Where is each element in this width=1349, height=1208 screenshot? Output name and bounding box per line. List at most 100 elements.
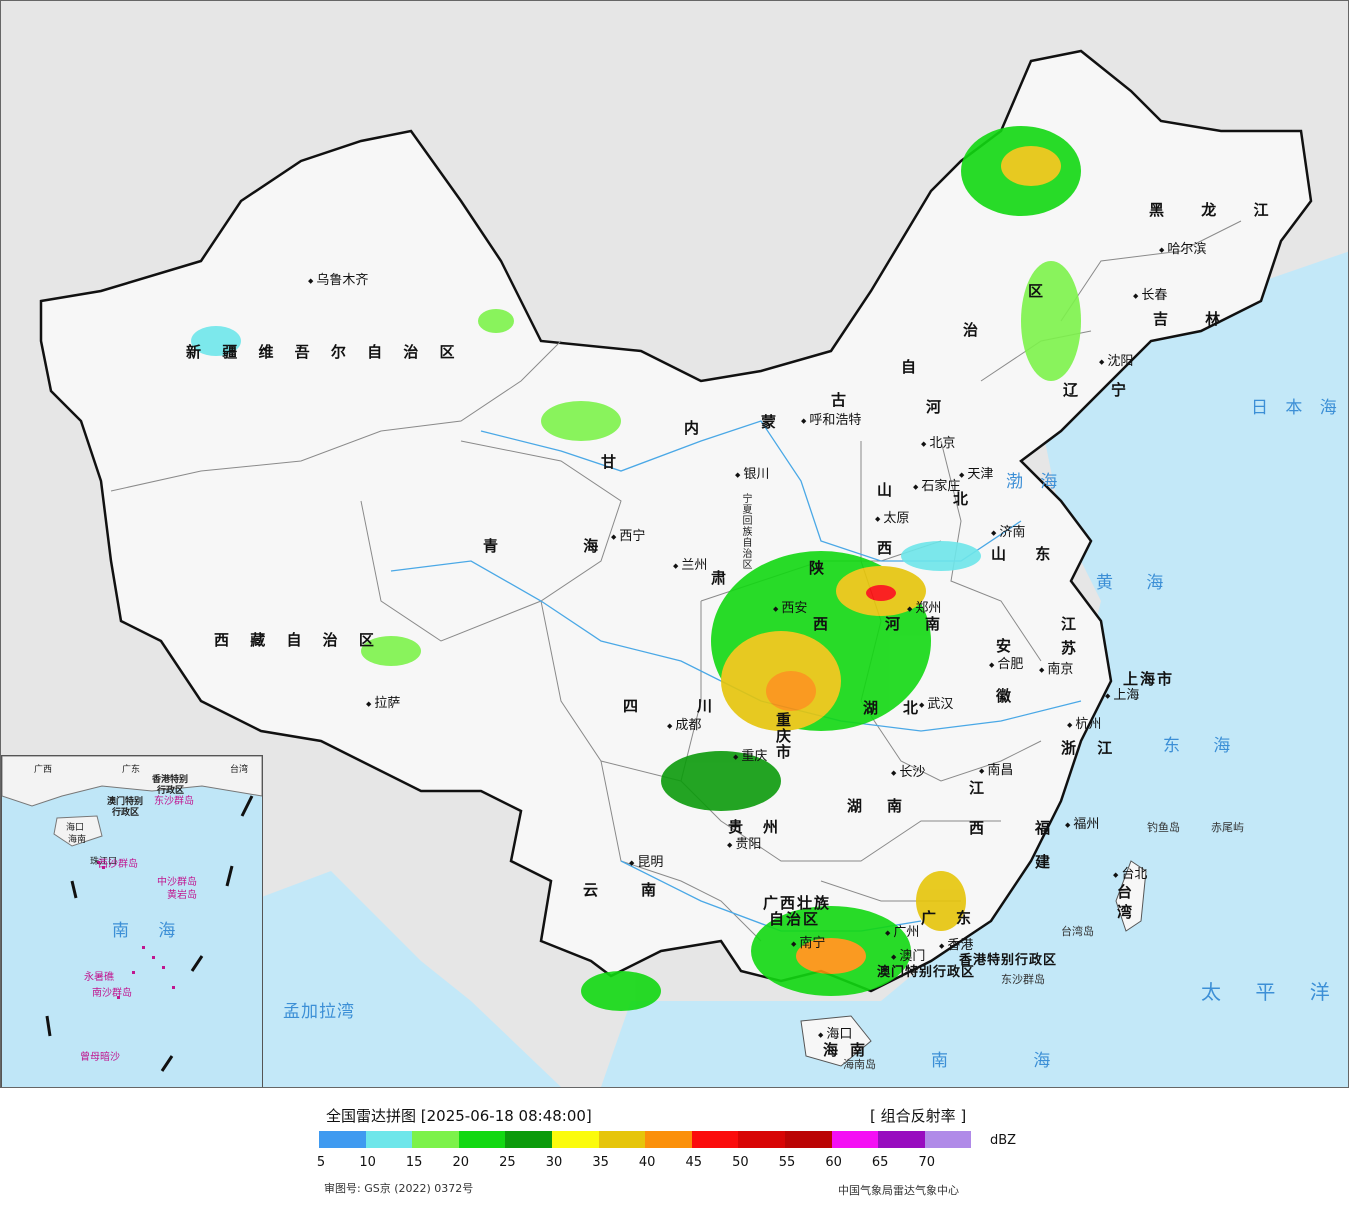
city-jinan: 济南 <box>991 521 1025 540</box>
label-qinghai: 青 海 <box>483 537 639 555</box>
scale-tick: 35 <box>592 1155 609 1170</box>
inset-island-nansha: 南沙群岛 <box>92 988 132 999</box>
scale-tick: 40 <box>638 1155 656 1170</box>
label-su: 肃 <box>711 569 735 587</box>
label-su-jiangsu: 苏 <box>1061 639 1085 657</box>
label-xi-jiangxi: 西 <box>969 819 993 837</box>
label-fu: 福 <box>1035 819 1059 837</box>
label-zhou: 州 <box>763 818 787 836</box>
label-gan: 甘 <box>601 453 625 471</box>
label-bei-hebei: 北 <box>953 490 977 508</box>
inset-label-haikou: 海口 <box>66 823 85 833</box>
city-guiyang: 贵阳 <box>727 833 761 852</box>
city-haikou: 海口 <box>818 1023 852 1042</box>
sea-east: 东 海 <box>1163 736 1245 756</box>
label-hui: 徽 <box>996 687 1020 705</box>
city-shijiazhuang: 石家庄 <box>913 475 960 494</box>
sea-south: 南 海 <box>931 1051 1091 1071</box>
scale-tick: 50 <box>732 1155 749 1170</box>
color-swatch <box>551 1131 599 1148</box>
city-hohhot: 呼和浩特 <box>801 409 861 428</box>
label-xi-shanxi: 西 <box>877 539 901 557</box>
island-taiwan: 台湾岛 <box>1061 925 1094 938</box>
city-nanchang: 南昌 <box>979 759 1013 778</box>
inset-label-guangxi: 广西 <box>34 765 53 775</box>
color-swatch <box>924 1131 972 1148</box>
label-zhejiang: 浙 江 <box>1061 739 1121 757</box>
label-shandong: 山 东 <box>991 545 1063 563</box>
city-lanzhou: 兰州 <box>673 554 707 573</box>
city-hefei: 合肥 <box>989 653 1023 672</box>
sea-japan: 日 本 海 <box>1251 398 1343 418</box>
label-nan-hunan: 南 <box>887 797 911 815</box>
color-swatch <box>505 1131 552 1148</box>
city-chongqing: 重庆 <box>733 745 767 764</box>
approval-number: 审图号: GS京 (2022) 0372号 <box>324 1182 474 1195</box>
city-beijing: 北京 <box>921 432 955 451</box>
city-shenyang: 沈阳 <box>1099 350 1133 369</box>
color-swatch <box>691 1131 739 1148</box>
city-changsha: 长沙 <box>891 761 925 780</box>
label-jilin: 吉 林 <box>1153 310 1237 328</box>
label-nei: 内 <box>684 419 708 437</box>
sea-yellow: 黄 海 <box>1096 573 1178 593</box>
label-he-hebei: 河 <box>926 398 950 416</box>
color-swatch <box>645 1131 692 1148</box>
inset-island-xisha: 西沙群岛 <box>98 859 138 870</box>
color-swatch <box>878 1131 925 1148</box>
color-scale-ticks: 5 10 15 20 25 30 35 40 45 50 55 60 65 70 <box>300 1155 1000 1173</box>
label-zhi: 治 <box>963 321 987 339</box>
city-yinchuan: 银川 <box>735 463 769 482</box>
scale-tick: 55 <box>778 1155 796 1170</box>
label-hu-hubei: 湖 <box>863 699 887 717</box>
label-nan-yunnan: 南 <box>641 881 665 899</box>
city-shanghai: 上海 <box>1105 684 1139 703</box>
legend-title: 全国雷达拼图 [2025-06-18 08:48:00] <box>326 1107 592 1125</box>
label-zi: 自 <box>901 358 925 376</box>
label-ning: 宁 <box>1111 381 1135 399</box>
label-gui: 贵 <box>728 818 752 836</box>
inset-label-macao: 澳门特别 <box>107 797 144 807</box>
label-meng: 蒙 <box>761 413 785 431</box>
scale-tick: 60 <box>825 1155 842 1170</box>
label-an: 安 <box>996 637 1020 655</box>
label-si: 四 <box>623 697 647 715</box>
inset-island-zhongsha: 中沙群岛 <box>157 877 197 888</box>
label-ningxia: 宁夏回族自治区 <box>740 493 751 570</box>
color-swatch <box>458 1131 506 1148</box>
label-yun: 云 <box>583 881 607 899</box>
label-chuan: 川 <box>697 697 721 715</box>
sea-bengal: 孟加拉湾 <box>283 1002 355 1022</box>
inset-label-hk-sar: 行政区 <box>157 786 185 796</box>
city-harbin: 哈尔滨 <box>1159 238 1206 257</box>
color-swatch <box>319 1131 366 1148</box>
label-guangxi-zizhiqu: 自治区 <box>769 910 821 928</box>
inset-island-zengmu: 曾母暗沙 <box>80 1052 120 1063</box>
label-shaan: 陕 <box>809 559 833 577</box>
label-nan-hainan: 南 <box>850 1041 874 1059</box>
city-lhasa: 拉萨 <box>366 692 400 711</box>
label-heilongjiang: 黑 龙 江 <box>1149 201 1285 219</box>
radar-map: 新 疆 维 吾 尔 自 治 区 西 藏 自 治 区 青 海 甘 肃 内 蒙 古 … <box>0 0 1349 1088</box>
label-liao: 辽 <box>1063 381 1087 399</box>
city-macao: 澳门 <box>891 945 925 964</box>
color-swatch <box>831 1131 879 1148</box>
legend-panel: 全国雷达拼图 [2025-06-18 08:48:00] [ 组合反射率 ] 5… <box>0 1088 1349 1208</box>
scale-tick: 45 <box>685 1155 703 1170</box>
city-taipei: 台北 <box>1113 863 1147 882</box>
city-taiyuan: 太原 <box>875 507 909 526</box>
city-kunming: 昆明 <box>629 851 663 870</box>
inset-label-hk: 香港特别 <box>152 775 189 785</box>
scale-tick: 25 <box>499 1155 516 1170</box>
product-label: [ 组合反射率 ] <box>870 1107 967 1125</box>
label-gu: 古 <box>831 391 855 409</box>
scale-tick: 70 <box>918 1155 936 1170</box>
island-diaoyu: 钓鱼岛 <box>1147 821 1180 834</box>
label-shan-shanxi: 山 <box>877 481 901 499</box>
ocean <box>601 251 1348 1087</box>
inset-sea-south: 南 海 <box>112 921 188 941</box>
sea-bohai: 渤 海 <box>1006 472 1064 492</box>
city-nanning: 南宁 <box>791 932 825 951</box>
scale-tick: 5 <box>316 1155 326 1170</box>
city-hongkong: 香港 <box>939 934 973 953</box>
